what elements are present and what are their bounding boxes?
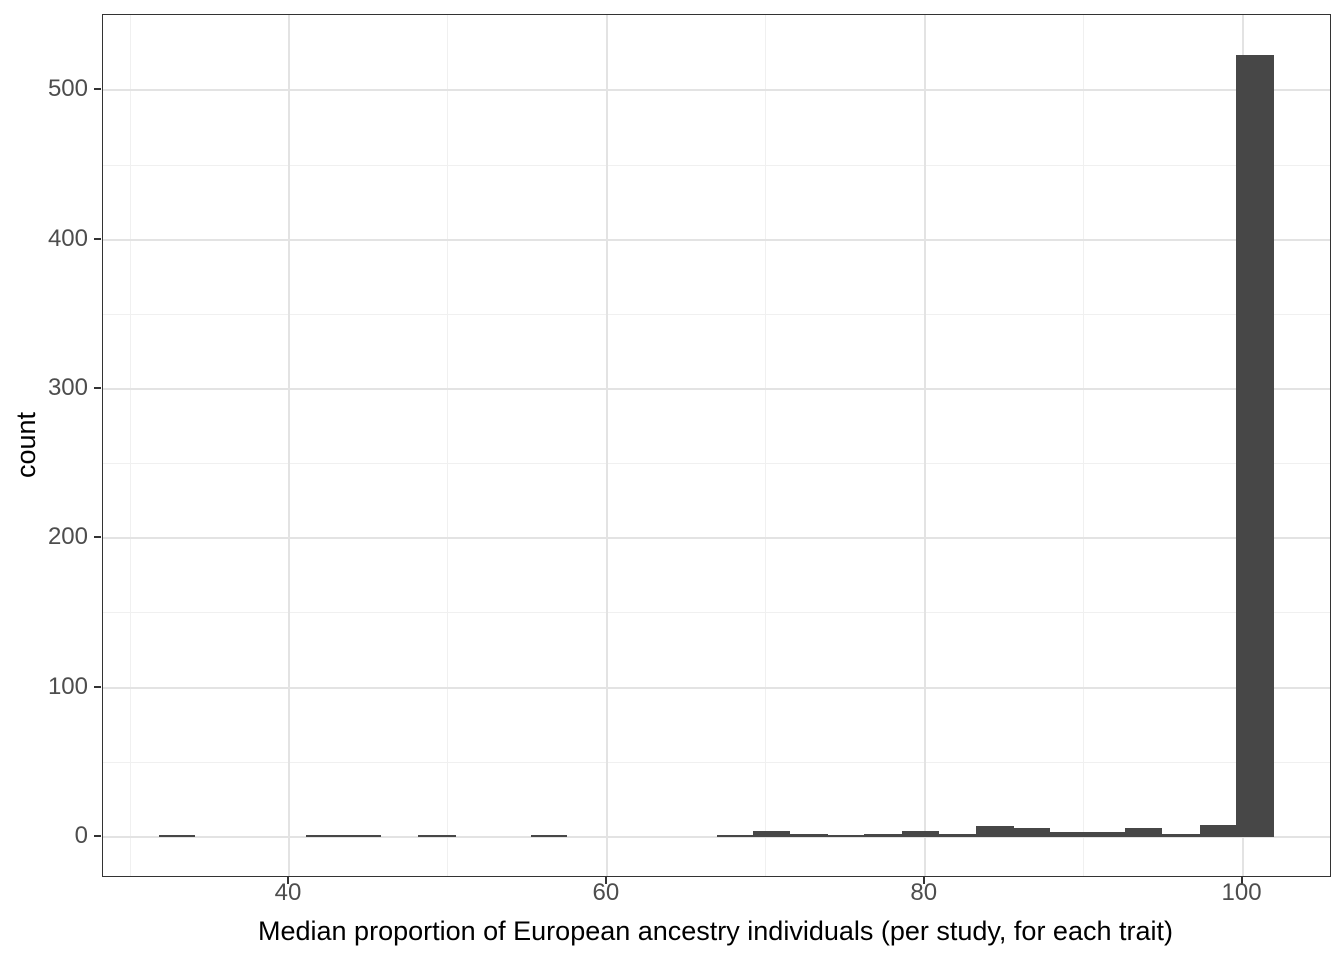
histogram-bar bbox=[344, 835, 382, 838]
y-axis-tick-label: 500 bbox=[47, 75, 88, 103]
y-axis-tick-mark bbox=[93, 88, 101, 91]
histogram-bar bbox=[902, 830, 939, 837]
x-axis-tick-label: 100 bbox=[1221, 879, 1262, 906]
plot-panel bbox=[102, 14, 1331, 877]
gridline-major-v bbox=[605, 15, 608, 876]
histogram-bar bbox=[1088, 832, 1125, 837]
gridline-minor-v bbox=[447, 15, 449, 876]
gridline-minor-h bbox=[103, 761, 1330, 763]
histogram-bar bbox=[789, 833, 828, 837]
y-axis-tick-mark bbox=[93, 386, 101, 389]
y-axis-tick-label: 0 bbox=[74, 821, 88, 849]
histogram-bar bbox=[1050, 832, 1089, 837]
histogram-bar bbox=[1236, 54, 1275, 837]
x-axis-title: Median proportion of European ancestry i… bbox=[258, 916, 1173, 946]
y-axis-title: count bbox=[11, 411, 41, 478]
x-axis-tick-label: 80 bbox=[910, 879, 938, 906]
gridline-major-v bbox=[923, 15, 926, 876]
gridline-major-h bbox=[103, 238, 1330, 241]
gridline-minor-h bbox=[103, 164, 1330, 166]
histogram-bar bbox=[939, 833, 976, 837]
y-axis-tick-mark bbox=[93, 685, 101, 688]
y-axis-tick-mark bbox=[93, 834, 101, 837]
histogram-bar bbox=[306, 835, 345, 838]
gridline-minor-h bbox=[103, 612, 1330, 614]
gridline-minor-v bbox=[129, 15, 131, 876]
gridline-major-h bbox=[103, 686, 1330, 689]
histogram-bar bbox=[1199, 824, 1237, 837]
histogram-bar bbox=[975, 826, 1014, 837]
histogram-bar bbox=[1124, 827, 1162, 837]
gridline-minor-v bbox=[1083, 15, 1085, 876]
x-axis-tick-mark bbox=[286, 876, 289, 884]
gridline-major-h bbox=[103, 89, 1330, 92]
histogram-bar bbox=[827, 835, 865, 838]
y-axis-tick-mark bbox=[93, 536, 101, 539]
y-axis-tick-label: 100 bbox=[47, 672, 88, 700]
histogram-bar bbox=[1161, 833, 1200, 837]
y-axis-tick-mark bbox=[93, 237, 101, 240]
gridline-minor-h bbox=[103, 313, 1330, 315]
y-axis-tick-label: 300 bbox=[47, 373, 88, 401]
gridline-minor-h bbox=[103, 463, 1330, 465]
gridline-major-h bbox=[103, 387, 1330, 390]
gridline-major-v bbox=[287, 15, 290, 876]
histogram-bar bbox=[417, 835, 456, 838]
histogram-bar bbox=[1013, 827, 1051, 837]
histogram-bar bbox=[530, 835, 568, 838]
histogram-bar bbox=[753, 830, 790, 837]
x-axis-tick-mark bbox=[604, 876, 607, 884]
histogram-bar bbox=[716, 835, 754, 838]
histogram-bar bbox=[864, 833, 903, 837]
histogram-bar bbox=[158, 835, 196, 838]
x-axis-tick-label: 40 bbox=[274, 879, 302, 906]
x-axis-tick-mark bbox=[1240, 876, 1243, 884]
y-axis-tick-label: 200 bbox=[47, 523, 88, 551]
gridline-minor-v bbox=[765, 15, 767, 876]
gridline-major-h bbox=[103, 537, 1330, 540]
x-axis-tick-label: 60 bbox=[592, 879, 620, 906]
x-axis-tick-mark bbox=[922, 876, 925, 884]
y-axis-tick-label: 400 bbox=[47, 224, 88, 252]
